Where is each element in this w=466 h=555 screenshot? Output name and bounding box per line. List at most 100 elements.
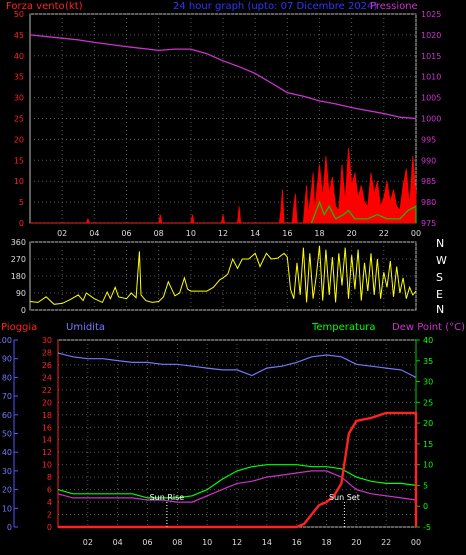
humidity-tick-label: 70	[2, 392, 12, 401]
rain-tick-label: 26	[42, 361, 52, 370]
rain-tick-label: 12	[42, 448, 52, 457]
temp-tick-label: -5	[423, 523, 431, 532]
time-tick-label: 08	[172, 538, 182, 547]
temp-tick-label: 0	[423, 502, 428, 511]
time-tick-label: 20	[351, 538, 361, 547]
wind-tick-label: 50	[14, 10, 24, 19]
time-tick-label: 04	[113, 538, 123, 547]
temp-tick-label: 25	[423, 398, 433, 407]
time-tick-label: 02	[57, 229, 67, 238]
wind-title: Forza vento	[6, 1, 65, 12]
humidity-tick-label: 100	[0, 336, 12, 345]
wind-tick-label: 35	[14, 73, 24, 82]
wind-tick-label: 25	[14, 115, 24, 124]
wind-pressure-chart: 0510152025303540455097598098599099510001…	[14, 10, 442, 238]
direction-ticks: 0 90 180 270 360	[11, 238, 26, 315]
wind-pressure-series	[29, 34, 417, 224]
temperature-title: Temperatura	[311, 322, 376, 333]
wind-tick-label: 20	[14, 135, 24, 144]
sunrise-label: Sun Rise	[150, 493, 185, 502]
wind-pressure-grid	[30, 13, 417, 224]
time-tick-label: 06	[142, 538, 152, 547]
time-tick-label: 08	[154, 229, 164, 238]
direction-tick-label: 0	[21, 306, 26, 315]
rain-tick-label: 16	[42, 423, 52, 432]
time-tick-label: 18	[314, 229, 324, 238]
sunset-label: Sun Set	[329, 493, 360, 502]
dir-label-w: W	[436, 254, 447, 267]
time-tick-label: 14	[250, 229, 260, 238]
rain-tick-label: 30	[42, 336, 52, 345]
humidity-tick-label: 0	[7, 523, 12, 532]
dir-label-s: S	[436, 271, 443, 284]
rain-tick-label: 6	[47, 486, 52, 495]
humidity-tick-label: 50	[2, 430, 12, 439]
humidity-tick-label: 60	[2, 411, 12, 420]
pressure-tick-label: 1025	[421, 10, 441, 19]
rain-tick-label: 4	[47, 498, 52, 507]
dir-label-e: E	[436, 288, 443, 301]
bottom-ticks: 0102030405060708090100024681012141618202…	[0, 336, 433, 547]
bottom-series	[57, 352, 418, 529]
time-tick-label: 00	[411, 229, 421, 238]
pressure-tick-label: 1020	[421, 31, 441, 40]
dew-point-title: Dew Point (°C)	[392, 322, 465, 333]
direction-tick-label: 90	[16, 289, 26, 298]
temp-humidity-rain-chart: 0102030405060708090100024681012141618202…	[0, 336, 433, 547]
pressure-title: Pressione	[370, 1, 418, 12]
wind-direction-chart: 0 90 180 270 360 N W S E N	[11, 237, 447, 316]
rain-tick-label: 14	[42, 436, 52, 445]
bottom-axes	[13, 339, 420, 528]
pressure-tick-label: 975	[421, 219, 436, 228]
temperature-line	[57, 464, 417, 499]
time-tick-label: 10	[202, 538, 212, 547]
temp-tick-label: 40	[423, 336, 433, 345]
time-tick-label: 20	[347, 229, 357, 238]
humidity-tick-label: 90	[2, 355, 12, 364]
temp-tick-label: 5	[423, 481, 428, 490]
rain-tick-label: 2	[47, 511, 52, 520]
time-tick-label: 00	[411, 538, 421, 547]
wind-unit-label: (kt)	[65, 1, 83, 12]
wind-tick-label: 40	[14, 52, 24, 61]
rain-tick-label: 28	[42, 348, 52, 357]
time-tick-label: 14	[262, 538, 272, 547]
humidity-tick-label: 40	[2, 448, 12, 457]
dew-point-line	[57, 470, 417, 503]
rain-tick-label: 18	[42, 411, 52, 420]
dir-label-n-bottom: N	[436, 303, 444, 316]
humidity-tick-label: 80	[2, 373, 12, 382]
time-tick-label: 02	[83, 538, 93, 547]
direction-series	[29, 245, 417, 305]
temp-tick-label: 30	[423, 378, 433, 387]
time-tick-label: 16	[282, 229, 292, 238]
wind-pressure-ticks: 0510152025303540455097598098599099510001…	[14, 10, 442, 238]
rain-tick-label: 0	[47, 523, 52, 532]
sun-annotations: Sun Rise Sun Set	[150, 493, 360, 527]
humidity-title: Umidita	[66, 322, 105, 333]
rain-tick-label: 22	[42, 386, 52, 395]
humidity-tick-label: 30	[2, 467, 12, 476]
pressure-line	[29, 34, 417, 120]
wind-tick-label: 5	[19, 198, 24, 207]
rain-tick-label: 8	[47, 473, 52, 482]
humidity-line	[57, 352, 417, 378]
wind-speed-area	[30, 147, 417, 224]
humidity-tick-label: 20	[2, 486, 12, 495]
temp-tick-label: 10	[423, 461, 433, 470]
time-tick-label: 04	[89, 229, 99, 238]
direction-tick-label: 360	[11, 238, 26, 247]
pressure-tick-label: 1005	[421, 94, 441, 103]
wind-tick-label: 0	[19, 219, 24, 228]
dir-label-n-top: N	[436, 237, 444, 250]
wind-tick-label: 15	[14, 156, 24, 165]
wind-gust-line	[310, 200, 417, 224]
direction-line	[29, 245, 417, 305]
time-tick-label: 12	[218, 229, 228, 238]
time-tick-label: 12	[232, 538, 242, 547]
pressure-tick-label: 1000	[421, 115, 441, 124]
direction-tick-label: 180	[11, 272, 26, 281]
wind-tick-label: 30	[14, 94, 24, 103]
pressure-tick-label: 1010	[421, 73, 441, 82]
rain-tick-label: 10	[42, 461, 52, 470]
